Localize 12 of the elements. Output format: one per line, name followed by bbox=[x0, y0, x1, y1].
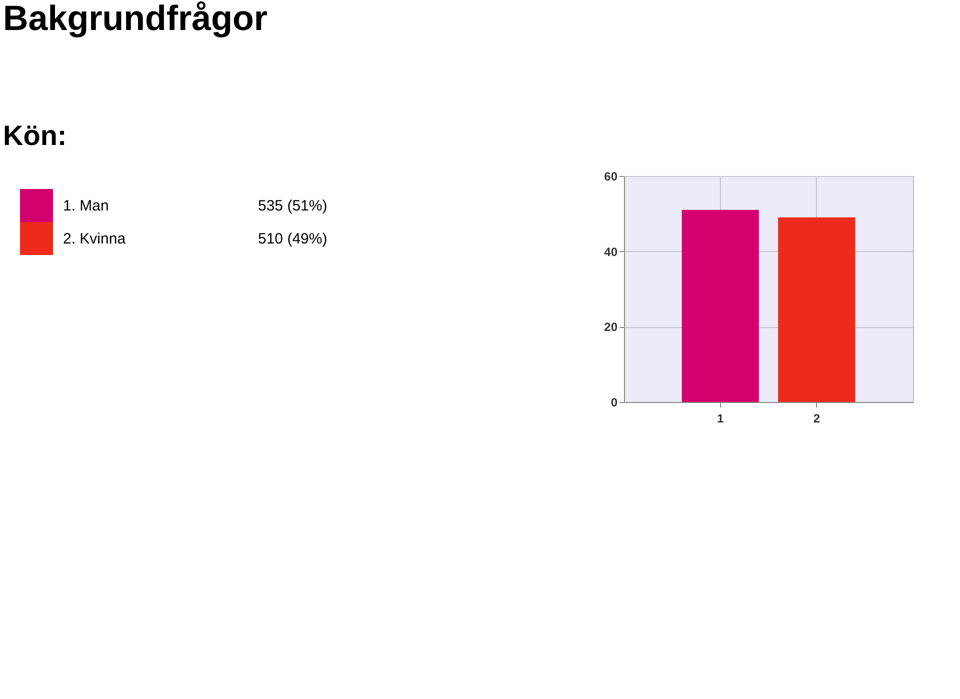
x-tick-label: 1 bbox=[716, 412, 724, 426]
x-tick-label: 2 bbox=[813, 412, 820, 426]
text: 510 (49%) bbox=[258, 230, 328, 248]
text: 535 (51%) bbox=[258, 198, 328, 214]
legend-label: 1. Man bbox=[63, 198, 109, 214]
text: Bakgrundfrågor bbox=[3, 0, 268, 38]
legend-label: 2. Kvinna bbox=[63, 230, 126, 248]
y-tick-label: 0 bbox=[610, 396, 618, 410]
text: Kön: bbox=[3, 120, 67, 151]
y-tick-label: 60 bbox=[604, 170, 618, 184]
y-tick-label: 20 bbox=[604, 320, 618, 334]
y-tick-label: 40 bbox=[604, 244, 618, 259]
